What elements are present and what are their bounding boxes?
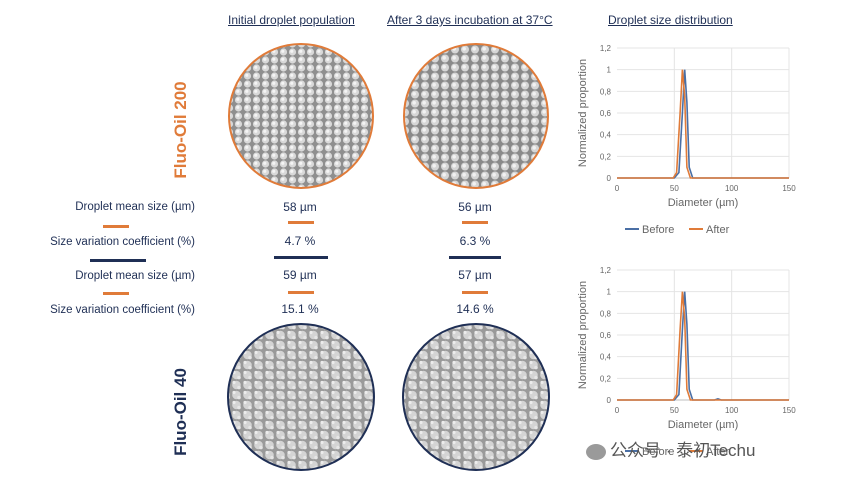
watermark-text: 公众号 · 泰初Techu [610, 441, 756, 460]
watermark: 公众号 · 泰初Techu [586, 436, 755, 461]
dash-orange [103, 225, 129, 228]
x-axis-label: Diameter (µm) [668, 197, 739, 209]
fluo200-after-cv: 6.3 % [459, 234, 491, 248]
fluo40-mean-label: Droplet mean size (µm) [75, 270, 195, 282]
y-tick-label: 0,2 [600, 374, 612, 383]
dash-orange [103, 292, 129, 295]
legend-label: After [706, 224, 730, 236]
dash-orange [462, 221, 488, 224]
dash-navy [90, 259, 146, 262]
micrograph-fluo40-initial [227, 323, 375, 471]
y-tick-label: 0,6 [600, 331, 612, 340]
header-distribution: Droplet size distribution [608, 13, 733, 27]
fluo40-initial-mean: 59 µm [283, 268, 317, 282]
series-line-after [617, 69, 789, 179]
dash-orange [288, 221, 314, 224]
fluo40-after-cv: 14.6 % [456, 302, 494, 316]
x-tick-label: 150 [782, 184, 796, 193]
size-distribution-chart-fluo40: 0 0,2 0,4 0,6 0,8 1 1,2 0 50 100 150 Diameter (µm) N… [577, 266, 796, 458]
fluo200-cv-label: Size variation coefficient (%) [50, 236, 195, 248]
fluo200-mean-label: Droplet mean size (µm) [75, 201, 195, 213]
dash-navy [274, 256, 328, 259]
y-tick-label: 1,2 [600, 44, 612, 53]
legend-label: After [706, 446, 730, 458]
series-line-before [617, 291, 789, 401]
micrograph-fluo40-after [402, 323, 550, 471]
x-tick-label: 50 [670, 184, 679, 193]
y-tick-label: 0,2 [600, 152, 612, 161]
micrograph-fluo200-initial [228, 43, 374, 189]
y-tick-label: 0 [607, 396, 612, 405]
dash-orange [288, 291, 314, 294]
y-tick-label: 0,4 [600, 131, 612, 140]
dash-orange [462, 291, 488, 294]
x-tick-label: 0 [615, 406, 620, 415]
y-axis-label: Normalized proportion [577, 281, 589, 389]
y-axis-label: Normalized proportion [577, 59, 589, 167]
y-tick-label: 0,4 [600, 353, 612, 362]
legend-label: Before [642, 446, 674, 458]
wechat-icon [586, 443, 606, 460]
legend-label: Before [642, 224, 674, 236]
y-tick-label: 0 [607, 174, 612, 183]
fluo40-after-mean: 57 µm [458, 268, 492, 282]
header-after: After 3 days incubation at 37°C [387, 13, 553, 27]
series-line-after [617, 291, 789, 401]
x-tick-label: 0 [615, 184, 620, 193]
y-tick-label: 0,8 [600, 309, 612, 318]
y-tick-label: 1 [607, 66, 612, 75]
x-tick-label: 100 [725, 184, 739, 193]
size-distribution-chart-fluo200: 0 0,2 0,4 0,6 0,8 1 1,2 0 50 100 150 Diameter (µm) N… [577, 44, 796, 236]
fluo200-initial-cv: 4.7 % [284, 234, 316, 248]
y-tick-label: 1 [607, 288, 612, 297]
dash-navy [449, 256, 501, 259]
series-line-before [617, 69, 789, 179]
micrograph-fluo200-after [403, 43, 549, 189]
header-initial: Initial droplet population [228, 13, 355, 27]
y-tick-label: 0,6 [600, 109, 612, 118]
fluo200-after-mean: 56 µm [458, 200, 492, 214]
fluo40-cv-label: Size variation coefficient (%) [50, 304, 195, 316]
y-tick-label: 1,2 [600, 266, 612, 275]
y-tick-label: 0,8 [600, 87, 612, 96]
x-tick-label: 50 [670, 406, 679, 415]
fluo40-initial-cv: 15.1 % [281, 302, 319, 316]
fluo200-initial-mean: 58 µm [283, 200, 317, 214]
x-tick-label: 100 [725, 406, 739, 415]
x-tick-label: 150 [782, 406, 796, 415]
x-axis-label: Diameter (µm) [668, 419, 739, 431]
